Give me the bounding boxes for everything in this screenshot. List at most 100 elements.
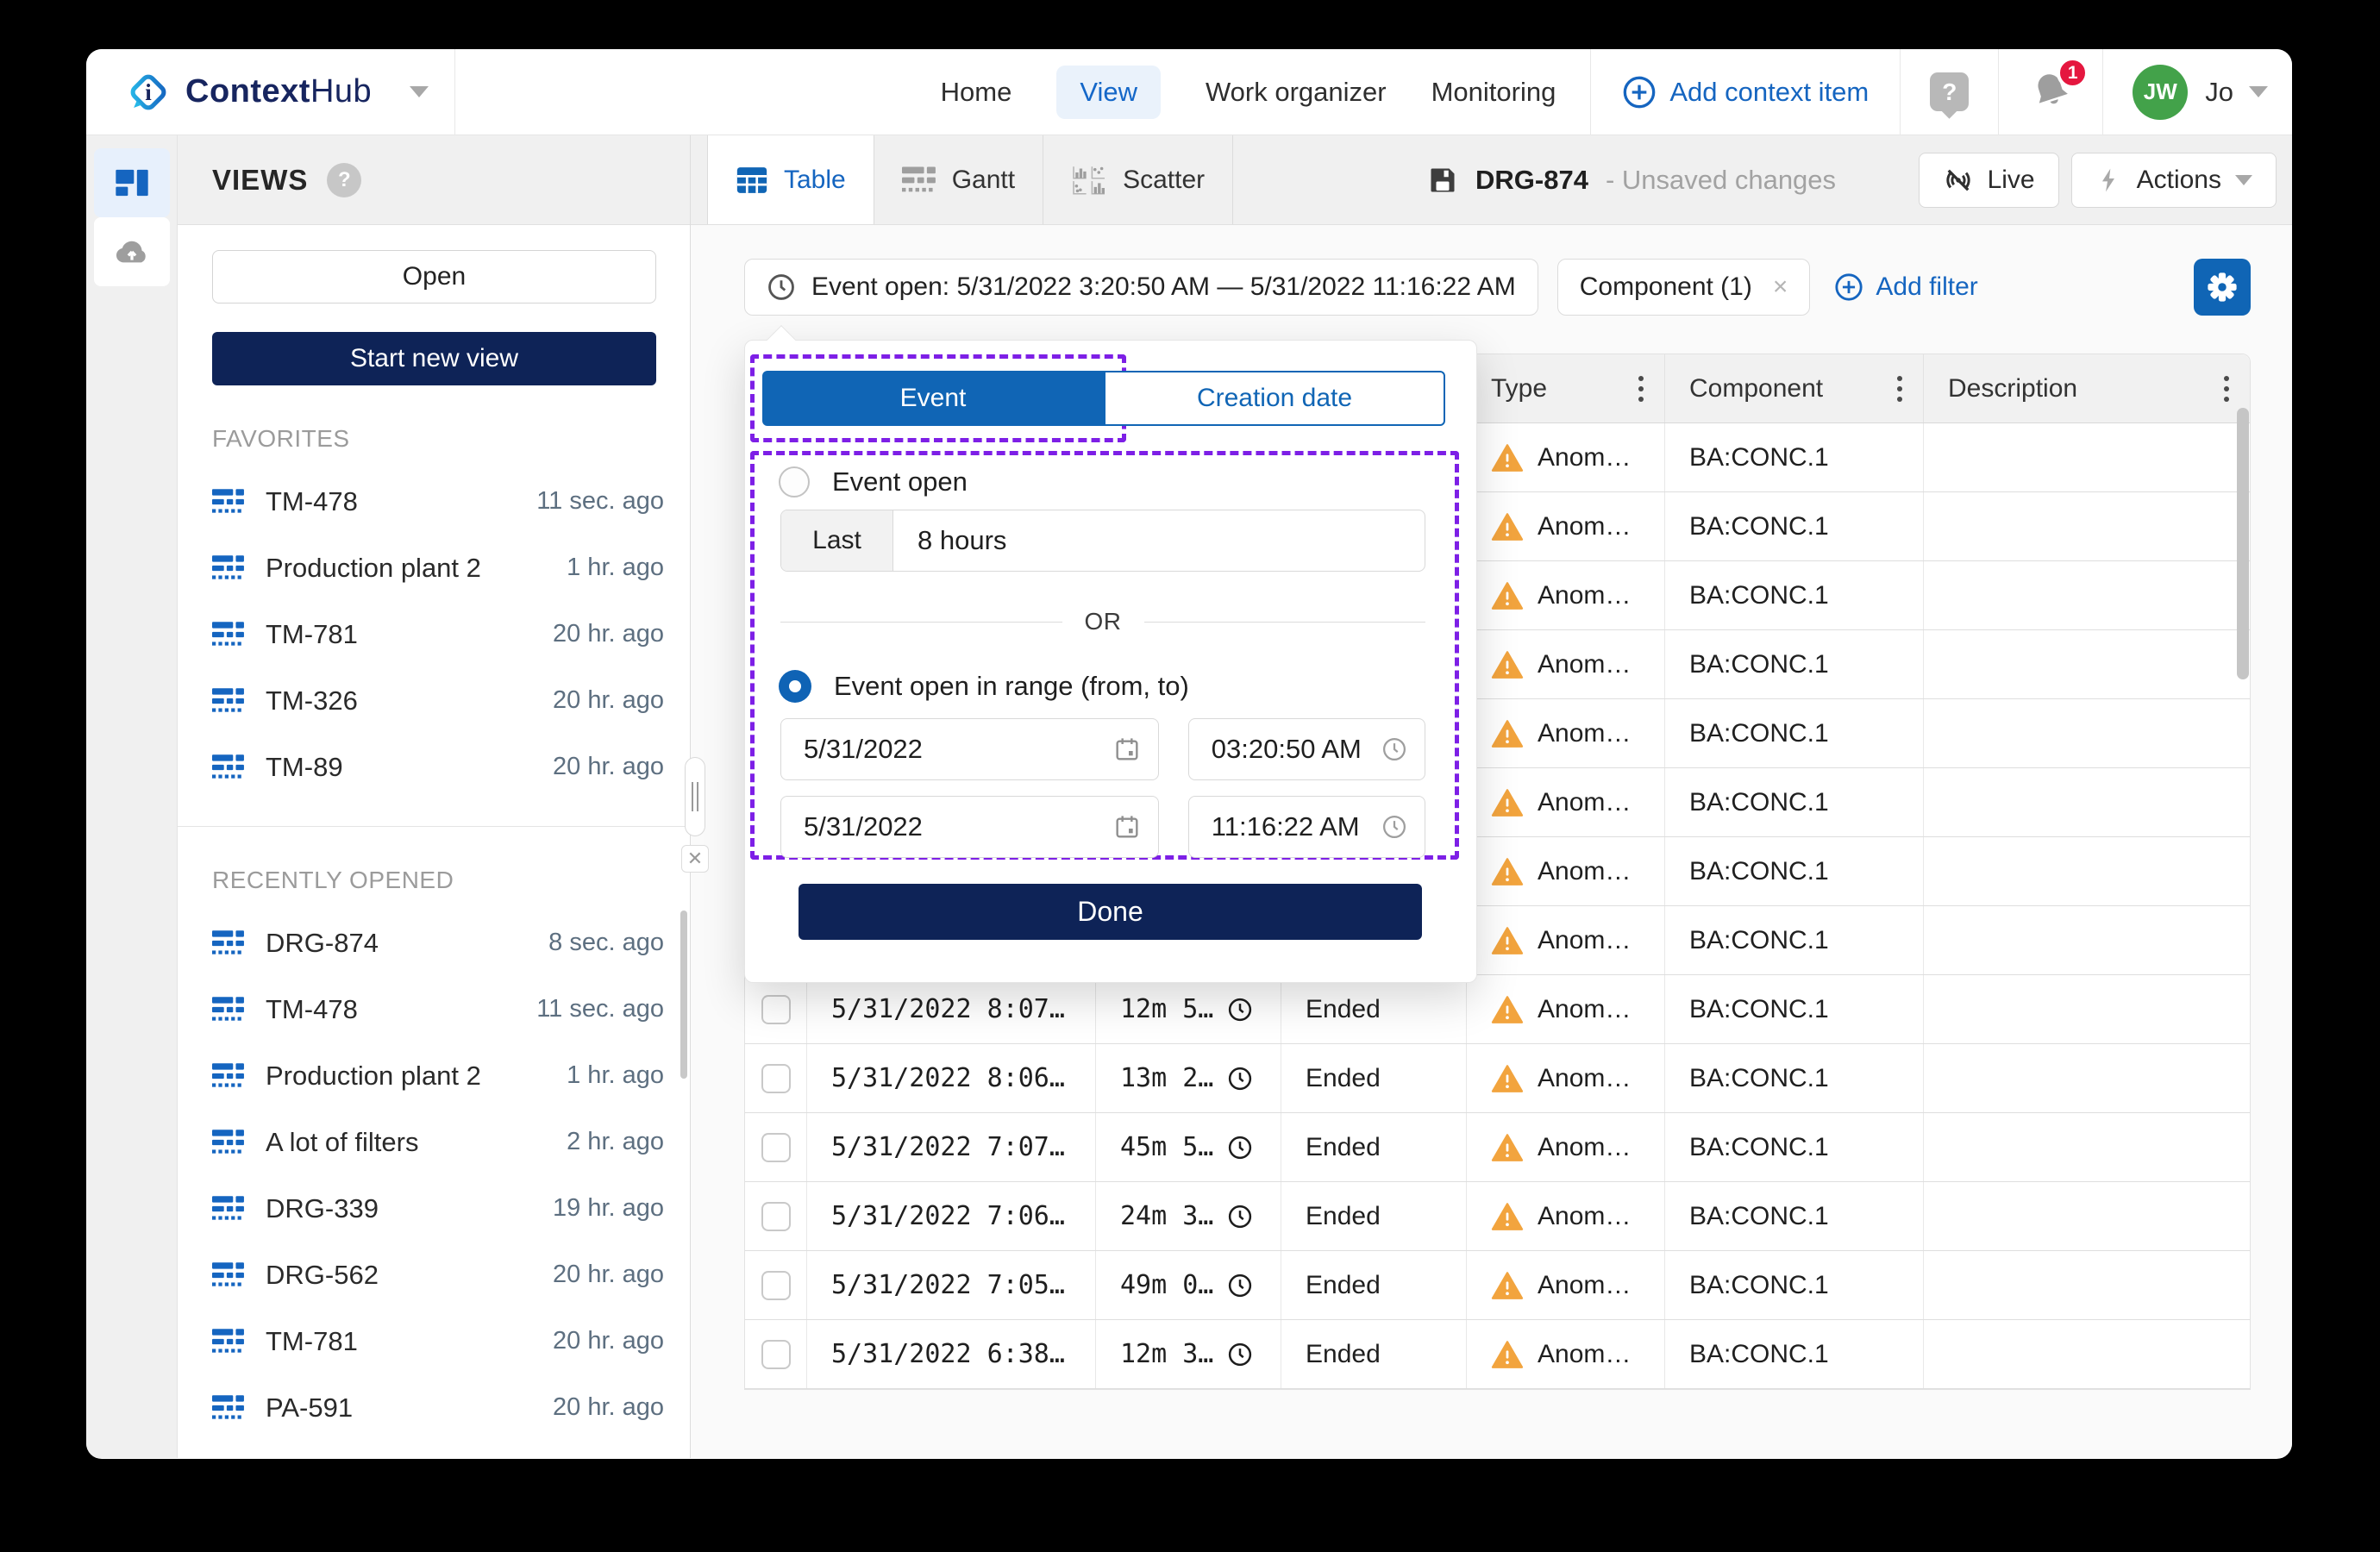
cell-status: Ended xyxy=(1281,1182,1467,1250)
view-name: DRG-562 xyxy=(266,1259,379,1290)
column-menu-icon[interactable] xyxy=(1638,375,1644,402)
divider xyxy=(1590,49,1592,135)
sidebar-help-icon[interactable]: ? xyxy=(327,162,362,197)
live-toggle-button[interactable]: Live xyxy=(1918,152,2059,208)
favorite-view-item[interactable]: TM-478 11 sec. ago xyxy=(178,468,690,535)
recent-view-item[interactable]: TM-478 11 sec. ago xyxy=(178,976,690,1042)
notifications-button[interactable]: 1 xyxy=(2030,57,2089,115)
recent-view-item[interactable]: DRG-339 19 hr. ago xyxy=(178,1175,690,1242)
cell-duration: 12m 3… xyxy=(1096,1320,1281,1388)
recent-view-item[interactable]: PA-591 20 hr. ago xyxy=(178,1374,690,1441)
favorite-view-item[interactable]: TM-89 20 hr. ago xyxy=(178,734,690,800)
cell-duration: 45m 5… xyxy=(1096,1113,1281,1181)
actions-button[interactable]: Actions xyxy=(2070,152,2277,208)
radio-unselected-icon[interactable] xyxy=(779,466,810,498)
view-gantt-icon xyxy=(212,1129,244,1154)
event-open-filter-chip[interactable]: Event open: 5/31/2022 3:20:50 AM — 5/31/… xyxy=(744,259,1538,316)
remove-filter-icon[interactable]: × xyxy=(1772,272,1788,301)
table-scrollbar[interactable] xyxy=(2237,408,2249,679)
table-row[interactable]: 5/31/2022 6:38… 12m 3… Ended xyxy=(745,1320,2250,1389)
view-last-opened: 11 sec. ago xyxy=(536,487,664,515)
views-sidebar: VIEWS ? Open Start new view FAVORITES TM xyxy=(178,135,691,1458)
tab-table[interactable]: Table xyxy=(707,135,874,224)
nav-monitoring[interactable]: Monitoring xyxy=(1431,76,1556,107)
row-checkbox[interactable] xyxy=(761,1132,791,1162)
rail-cloud-upload-button[interactable] xyxy=(93,217,170,286)
nav-work-organizer[interactable]: Work organizer xyxy=(1205,76,1387,107)
last-value[interactable]: 8 hours xyxy=(918,525,1007,555)
table-row[interactable]: 5/31/2022 7:06… 24m 3… Ended xyxy=(745,1182,2250,1251)
resize-grip[interactable] xyxy=(685,757,705,836)
recent-view-item[interactable]: A lot of filters 2 hr. ago xyxy=(178,1109,690,1175)
avatar[interactable]: JW xyxy=(2133,64,2189,120)
table-row[interactable]: 5/31/2022 8:06… 13m 2… Ended xyxy=(745,1044,2250,1113)
rail-views-button[interactable] xyxy=(93,148,170,217)
start-new-view-button[interactable]: Start new view xyxy=(212,332,656,385)
table-row[interactable]: 5/31/2022 8:07… 12m 5… Ended xyxy=(745,975,2250,1044)
row-checkbox[interactable] xyxy=(761,994,791,1024)
table-content-area: Event open: 5/31/2022 3:20:50 AM — 5/31/… xyxy=(691,225,2292,1458)
row-checkbox[interactable] xyxy=(761,1270,791,1300)
calendar-icon[interactable] xyxy=(1113,735,1141,763)
row-checkbox[interactable] xyxy=(761,1063,791,1093)
from-date-input[interactable]: 5/31/2022 xyxy=(780,718,1159,780)
cell-component: BA:CONC.1 xyxy=(1665,630,1924,698)
to-time-input[interactable]: 11:16:22 AM xyxy=(1187,796,1425,858)
done-button[interactable]: Done xyxy=(799,884,1422,940)
recent-view-item[interactable]: Production plant 2 1 hr. ago xyxy=(178,1042,690,1109)
last-duration-input[interactable]: Last 8 hours xyxy=(780,510,1425,572)
favorite-view-item[interactable]: TM-781 20 hr. ago xyxy=(178,601,690,667)
add-context-item-button[interactable]: Add context item xyxy=(1591,75,1900,110)
recent-view-item[interactable]: DRG-874 8 sec. ago xyxy=(178,910,690,976)
recent-view-item[interactable]: TM-781 20 hr. ago xyxy=(178,1308,690,1374)
header-type[interactable]: Type xyxy=(1467,354,1665,422)
radio-selected-icon[interactable] xyxy=(779,670,811,703)
component-filter-chip[interactable]: Component (1) × xyxy=(1556,259,1811,316)
row-checkbox[interactable] xyxy=(761,1339,791,1369)
column-menu-icon[interactable] xyxy=(2224,375,2229,402)
cell-description xyxy=(1924,423,2250,491)
brand-caret-icon[interactable] xyxy=(410,86,429,97)
nav-view[interactable]: View xyxy=(1056,65,1161,119)
filter-bar: Event open: 5/31/2022 3:20:50 AM — 5/31/… xyxy=(691,225,2292,316)
brand[interactable]: i ContextHub xyxy=(86,69,429,116)
column-menu-icon[interactable] xyxy=(1897,375,1902,402)
from-time-input[interactable]: 03:20:50 AM xyxy=(1187,718,1425,780)
event-open-range-option[interactable]: Event open in range (from, to) xyxy=(779,670,1455,703)
popup-tab-event[interactable]: Event xyxy=(762,371,1104,426)
save-icon[interactable] xyxy=(1427,165,1458,196)
favorite-view-item[interactable]: TM-326 20 hr. ago xyxy=(178,667,690,734)
favorites-list: TM-478 11 sec. ago Production plant 2 1 … xyxy=(178,468,690,800)
header-description[interactable]: Description xyxy=(1924,354,2250,422)
cell-description xyxy=(1924,837,2250,905)
add-filter-button[interactable]: Add filter xyxy=(1834,272,1978,302)
user-menu-caret-icon[interactable] xyxy=(2249,86,2268,97)
cell-status: Ended xyxy=(1281,975,1467,1043)
clock-icon[interactable] xyxy=(1381,736,1407,762)
favorite-view-item[interactable]: Production plant 2 1 hr. ago xyxy=(178,535,690,601)
cell-status: Ended xyxy=(1281,1113,1467,1181)
event-open-option[interactable]: Event open xyxy=(779,466,1455,498)
clock-icon[interactable] xyxy=(1381,814,1407,840)
help-icon[interactable]: ? xyxy=(1930,72,1970,111)
tab-gantt[interactable]: Gantt xyxy=(874,135,1044,224)
header-component[interactable]: Component xyxy=(1665,354,1924,422)
table-row[interactable]: 5/31/2022 7:05… 49m 0… Ended xyxy=(745,1251,2250,1320)
warning-icon xyxy=(1491,719,1524,748)
warning-icon xyxy=(1491,1133,1524,1161)
row-checkbox[interactable] xyxy=(761,1201,791,1231)
sidebar-divider xyxy=(178,826,690,827)
table-row[interactable]: 5/31/2022 7:07… 45m 5… Ended xyxy=(745,1113,2250,1182)
to-date-input[interactable]: 5/31/2022 xyxy=(780,796,1159,858)
table-settings-button[interactable] xyxy=(2194,259,2251,316)
open-view-button[interactable]: Open xyxy=(212,250,656,304)
warning-icon xyxy=(1491,512,1524,541)
calendar-icon[interactable] xyxy=(1113,813,1141,841)
tab-scatter[interactable]: Scatter xyxy=(1043,135,1234,224)
sidebar-scrollbar[interactable] xyxy=(680,911,687,1079)
popup-tab-creation-date[interactable]: Creation date xyxy=(1104,371,1445,426)
recent-view-item[interactable]: DRG-562 20 hr. ago xyxy=(178,1242,690,1308)
collapse-sidebar-button[interactable]: ✕ xyxy=(681,845,709,873)
nav-home[interactable]: Home xyxy=(940,76,1012,107)
cell-open-date: 5/31/2022 6:38… xyxy=(807,1320,1096,1388)
